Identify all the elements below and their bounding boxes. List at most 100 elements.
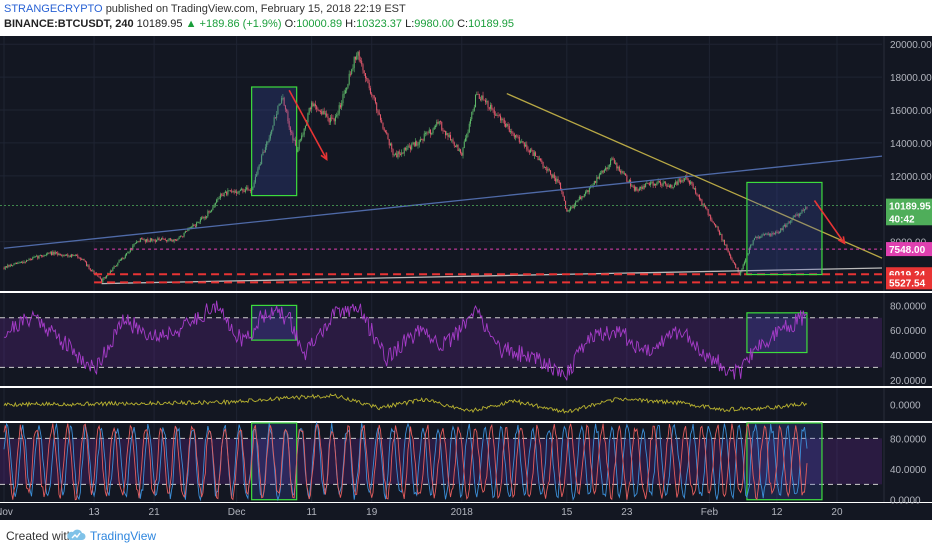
candle-body: [79, 258, 81, 260]
candle-body: [309, 108, 311, 110]
time-axis-tick: 2018: [451, 507, 474, 518]
candle-body: [111, 270, 113, 272]
candle-body: [515, 135, 517, 138]
candle-body: [137, 241, 139, 243]
candle-body: [242, 188, 244, 192]
candle-body: [74, 255, 76, 256]
candle-body: [615, 162, 617, 164]
candle-body: [401, 152, 403, 155]
candle-body: [652, 181, 654, 186]
candle-body: [577, 199, 579, 201]
candle-body: [727, 248, 729, 253]
author-link[interactable]: STRANGECRYPTO: [4, 3, 103, 15]
candle-body: [625, 173, 627, 176]
candle-body: [561, 189, 563, 192]
candle-body: [169, 238, 171, 241]
candle-body: [322, 110, 324, 115]
candle-body: [687, 179, 689, 181]
candle-body: [771, 233, 773, 236]
candle-body: [139, 238, 141, 242]
candle-body: [144, 239, 146, 242]
candle-body: [551, 174, 553, 178]
high-value: 10323.37: [356, 18, 403, 30]
price-axis-tick: 12000.00: [890, 172, 932, 183]
tradingview-cloud-icon[interactable]: [66, 528, 86, 542]
candle-body: [578, 196, 580, 200]
candle-body: [777, 232, 779, 234]
chart-canvas[interactable]: 20000.00 18000.00 16000.00 14000.00 12000.00…: [0, 36, 932, 520]
candle-body: [638, 188, 640, 191]
candle-body: [450, 135, 452, 141]
candle-body: [178, 237, 180, 240]
candle-body: [763, 234, 765, 236]
candle-body: [42, 256, 44, 257]
candle-body: [486, 101, 488, 103]
candle-body: [88, 265, 90, 269]
red-arrow-head-0: [320, 152, 328, 162]
candle-body: [740, 271, 742, 276]
candle-body: [768, 234, 770, 236]
candle-body: [9, 265, 11, 267]
candle-body: [267, 141, 269, 143]
candle-body: [697, 194, 699, 196]
candle-body: [184, 231, 186, 233]
candle-body: [149, 238, 151, 242]
time-axis-tick: 23: [621, 507, 633, 518]
candle-body: [505, 123, 507, 127]
candle-body: [59, 253, 61, 256]
candle-body: [167, 239, 169, 242]
candle-body: [530, 149, 532, 153]
candle-body: [691, 181, 693, 184]
last-price: 10189.95: [136, 18, 183, 30]
time-axis-tick: Dec: [228, 507, 246, 518]
candle-body: [53, 251, 55, 255]
candle-body: [204, 216, 206, 218]
candle-body: [78, 257, 80, 259]
candle-body: [44, 254, 46, 256]
candle-body: [41, 255, 43, 257]
candle-body: [246, 187, 248, 190]
candle-body: [612, 158, 614, 160]
symbol-label[interactable]: BINANCE:BTCUSDT, 240: [4, 18, 134, 30]
candle-body: [326, 113, 328, 117]
candle-body: [787, 222, 789, 224]
candle-body: [203, 216, 205, 219]
candle-body: [630, 180, 632, 187]
candle-body: [680, 180, 682, 183]
candle-body: [101, 278, 103, 283]
candle-body: [114, 266, 116, 268]
candle-body: [563, 196, 565, 201]
candle-body: [22, 262, 24, 263]
candle-body: [472, 110, 474, 112]
candle-body: [103, 277, 105, 279]
candle-body: [790, 220, 792, 224]
candle-body: [68, 255, 70, 257]
candle-body: [452, 139, 454, 143]
candle-body: [252, 187, 254, 190]
candle-body: [483, 99, 485, 101]
candle-body: [122, 258, 124, 260]
tradingview-brand[interactable]: TradingView: [90, 529, 157, 543]
candle-body: [421, 139, 423, 140]
candle-body: [389, 143, 391, 146]
candle-body: [417, 144, 419, 146]
candle-body: [732, 260, 734, 263]
candle-body: [640, 186, 642, 189]
candle-body: [588, 187, 590, 193]
candle-body: [347, 84, 349, 88]
candle-body: [62, 255, 64, 256]
candle-body: [673, 184, 675, 188]
candle-body: [750, 244, 752, 248]
candle-body: [339, 105, 341, 108]
candle-body: [622, 171, 624, 174]
candle-body: [705, 205, 707, 209]
candle-body: [478, 94, 480, 99]
candle-body: [532, 150, 534, 156]
candle-body: [369, 88, 371, 94]
candle-body: [451, 139, 453, 141]
candle-body: [423, 133, 425, 141]
candle-body: [730, 254, 732, 259]
candle-body: [99, 277, 101, 279]
candle-body: [570, 207, 572, 210]
candle-body: [182, 236, 184, 237]
